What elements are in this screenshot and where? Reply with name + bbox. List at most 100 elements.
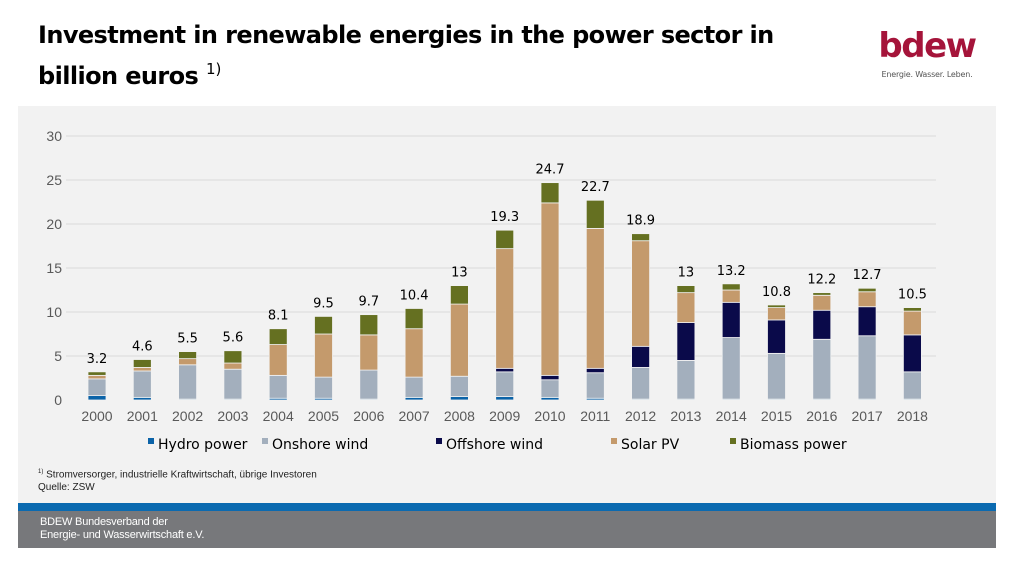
x-tick-label: 2001 [127,408,158,424]
total-labels: 3.2 4.6 5.5 5.6 8.1 9.5 9.7 10.4 13 19.3 24.7 22.7 1… [87,163,927,367]
total-label: 22.7 [581,180,610,195]
y-tick-label: 30 [46,128,62,144]
chart-panel: 0 5 10 15 20 25 30 3.2 4.6 5.5 5.6 8.1 9.5 9.7 10.4 13… [18,106,996,503]
total-label: 3.2 [87,352,108,367]
source-text: Quelle: ZSW [38,482,95,494]
bar-stack-2003 [223,350,243,401]
bar-segment-solar [857,291,877,308]
total-label: 10.8 [762,285,791,300]
bar-segment-onshore [540,379,560,398]
total-label: 10.4 [400,288,429,303]
bar-segment-solar [495,248,515,369]
bar-segment-onshore [767,352,786,400]
bar-segment-offshore [495,367,515,373]
bar-stack-2015 [767,304,786,401]
total-label: 19.3 [490,210,519,225]
legend-item-onshore: Onshore wind [262,437,368,453]
bar-segment-solar [223,362,243,370]
footer-accent-bar [18,503,996,511]
x-tick-label: 2008 [444,408,475,424]
bars [87,182,922,401]
bar-segment-onshore [314,376,333,399]
bar-segment-onshore [857,335,877,400]
legend-swatch [262,438,268,444]
bar-segment-onshore [404,376,424,398]
legend-swatch [148,438,154,444]
bar-segment-hydro [449,396,469,401]
bar-segment-solar [404,328,424,378]
bar-segment-biomass [178,351,198,360]
x-tick-label: 2000 [81,408,112,424]
bar-segment-biomass [359,314,379,336]
bar-segment-biomass [87,371,107,376]
x-tick-label: 2006 [353,408,384,424]
footer-line-2: Energie- und Wasserwirtschaft e.V. [40,529,205,541]
total-label: 18.9 [626,214,655,229]
title-footnote-mark: 1) [205,60,222,78]
total-label: 24.7 [536,163,565,178]
total-label: 13 [678,266,695,281]
total-label: 4.6 [132,340,153,355]
x-tick-label: 2002 [172,408,203,424]
x-tick-label: 2015 [761,408,792,424]
total-label: 12.2 [807,273,836,288]
footer-text: BDEW Bundesverband der Energie- und Wass… [40,516,204,542]
bar-segment-solar [132,367,152,372]
x-tick-label: 2011 [580,408,610,424]
bar-segment-biomass [721,283,741,291]
total-label: 13 [451,266,468,281]
bar-segment-biomass [223,350,243,364]
bar-segment-hydro [87,395,107,401]
bar-segment-solar [268,344,288,376]
bar-segment-onshore [585,372,605,399]
bar-segment-solar [767,307,786,321]
bar-stack-2014 [721,283,741,401]
bar-segment-offshore [812,309,832,340]
title-line-2: billion euros [38,62,199,90]
stacked-bar-chart: 0 5 10 15 20 25 30 3.2 4.6 5.5 5.6 8.1 9.5 9.7 10.4 13… [46,128,936,453]
bar-segment-hydro [495,396,515,401]
bar-segment-biomass [404,308,424,330]
x-tick-label: 2007 [399,408,430,424]
bar-segment-onshore [631,367,650,400]
total-label: 5.5 [177,332,198,347]
bar-segment-offshore [721,301,741,338]
footnote-text: Stromversorger, industrielle Kraftwirtsc… [46,469,317,481]
bar-segment-onshore [132,370,152,398]
x-tick-label: 2018 [897,408,928,424]
total-label: 9.7 [358,295,379,310]
y-tick-label: 20 [46,216,62,232]
x-tick-label: 2004 [263,408,294,424]
x-tick-label: 2017 [852,408,883,424]
total-label: 9.5 [313,296,334,311]
legend-item-hydro: Hydro power [148,437,248,453]
total-label: 8.1 [268,309,289,324]
bar-segment-solar [449,303,469,377]
bar-stack-2004 [268,328,288,401]
bar-stack-2012 [631,233,650,401]
bar-segment-biomass [132,359,152,368]
bar-segment-solar [631,240,650,347]
title-line-1: Investment in renewable energies in the … [38,21,774,49]
bdew-logo: bdew Energie. Wasser. Leben. [872,28,982,79]
footer-bar [18,511,996,548]
bar-stack-2007 [404,308,424,401]
total-label: 13.2 [717,264,746,279]
bar-segment-biomass [903,307,922,312]
bar-stack-2001 [132,359,152,401]
x-tick-label: 2012 [625,408,656,424]
bar-segment-solar [314,333,333,378]
bar-stack-2005 [314,315,333,401]
x-axis-ticks: 2000 2001 2002 2003 2004 2005 2006 2007 2008 2009… [81,408,928,424]
y-tick-label: 5 [54,348,62,364]
bar-segment-offshore [676,322,696,361]
x-tick-label: 2010 [534,408,565,424]
bar-stack-2018 [903,307,922,401]
total-label: 10.5 [898,288,927,303]
slide-title: Investment in renewable energies in the … [38,18,818,93]
bar-segment-biomass [676,285,696,294]
legend-label: Biomass power [740,437,847,453]
y-tick-label: 10 [46,304,62,320]
bar-segment-biomass [449,285,469,305]
bar-segment-solar [812,294,832,311]
